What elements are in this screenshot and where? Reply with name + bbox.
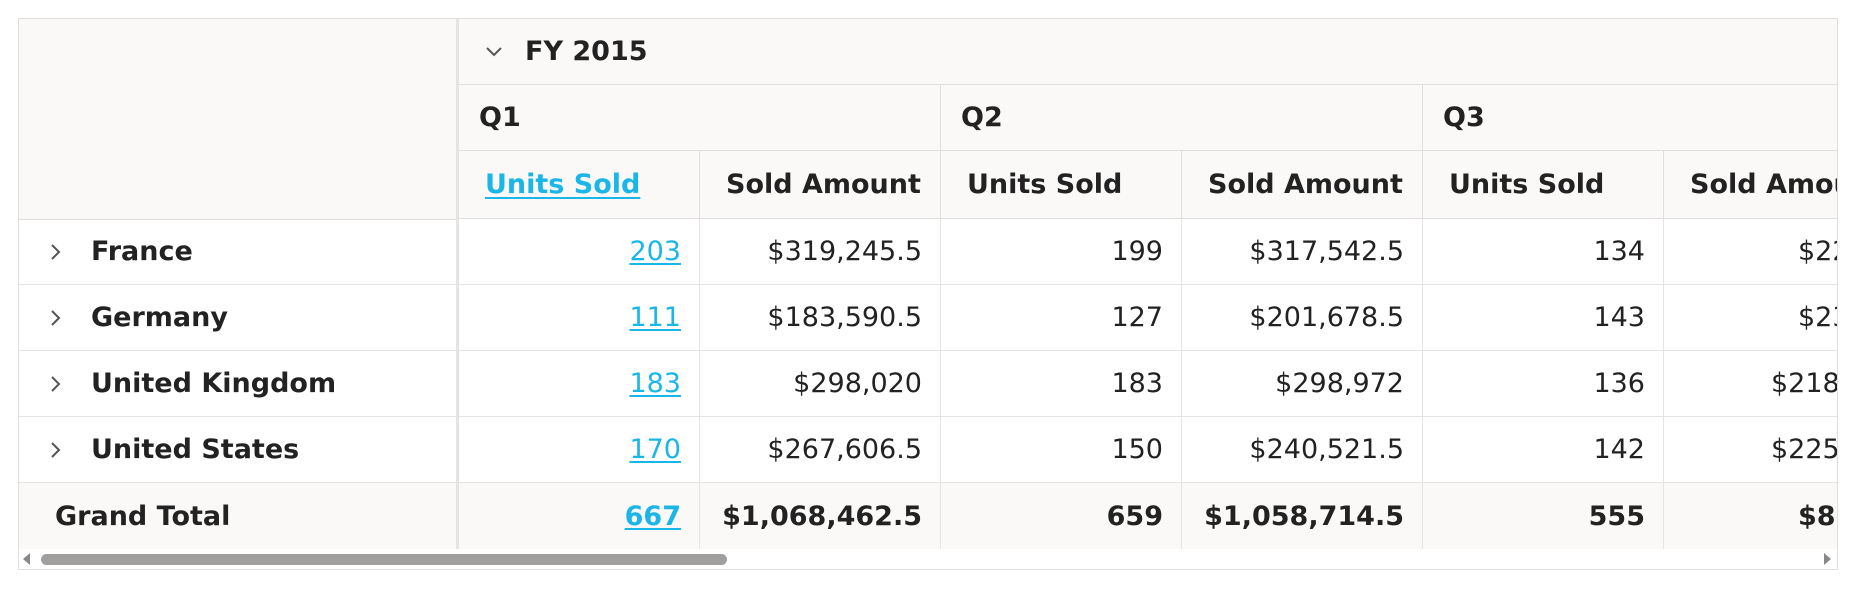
measure-label: Units Sold bbox=[967, 169, 1123, 200]
values-viewport[interactable]: FY 2015 Q1 Q2 Q3 Units Sold Sold Amount … bbox=[459, 19, 1837, 549]
quarter-header-q1[interactable]: Q1 bbox=[459, 85, 941, 151]
row-header-germany[interactable]: Germany bbox=[19, 285, 456, 351]
chevron-right-icon[interactable] bbox=[41, 243, 71, 261]
value-cell[interactable]: 183 bbox=[459, 351, 700, 417]
value-cell: 136 bbox=[1423, 351, 1664, 417]
grand-total-cell: $1,068,462.5 bbox=[700, 483, 941, 549]
measure-label: Units Sold bbox=[485, 169, 641, 200]
scroll-left-icon[interactable] bbox=[23, 553, 30, 565]
measure-header-units-sold-q1[interactable]: Units Sold bbox=[459, 151, 700, 219]
measure-label: Sold Amount bbox=[726, 169, 921, 200]
measure-label: Units Sold bbox=[1449, 169, 1605, 200]
chevron-right-icon[interactable] bbox=[41, 441, 71, 459]
row-label: France bbox=[91, 236, 193, 267]
row-label: United States bbox=[91, 434, 300, 465]
quarter-label: Q1 bbox=[479, 102, 521, 133]
value-cell: $218,66 bbox=[1664, 351, 1837, 417]
value-cell: 127 bbox=[941, 285, 1182, 351]
measure-header-units-sold-q2[interactable]: Units Sold bbox=[941, 151, 1182, 219]
row-header-france[interactable]: France bbox=[19, 219, 456, 285]
value-cell: $240,521.5 bbox=[1182, 417, 1423, 483]
value-cell: 134 bbox=[1423, 219, 1664, 285]
grand-total-cell: 555 bbox=[1423, 483, 1664, 549]
chevron-right-icon[interactable] bbox=[41, 375, 71, 393]
row-header-united-states[interactable]: United States bbox=[19, 417, 456, 483]
value-cell: $183,590.5 bbox=[700, 285, 941, 351]
grand-total-cell[interactable]: 667 bbox=[459, 483, 700, 549]
grand-total-cell: 659 bbox=[941, 483, 1182, 549]
chevron-right-icon[interactable] bbox=[41, 309, 71, 327]
grand-total-cell: $897,7 bbox=[1664, 483, 1837, 549]
horizontal-scrollbar[interactable] bbox=[19, 549, 1837, 569]
value-cell: 183 bbox=[941, 351, 1182, 417]
measure-header-sold-amount-q2[interactable]: Sold Amount bbox=[1182, 151, 1423, 219]
value-cell: $319,245.5 bbox=[700, 219, 941, 285]
quarter-label: Q3 bbox=[1443, 102, 1485, 133]
row-header-grand-total: Grand Total bbox=[19, 483, 456, 549]
row-label: United Kingdom bbox=[91, 368, 337, 399]
value-cell: 142 bbox=[1423, 417, 1664, 483]
quarter-header-q3[interactable]: Q3 bbox=[1423, 85, 1837, 151]
pivot-grid: France Germany United Kingdom United Sta… bbox=[18, 18, 1838, 570]
value-cell: $317,542.5 bbox=[1182, 219, 1423, 285]
value-cell: $221, bbox=[1664, 219, 1837, 285]
measure-label: Sold Amount bbox=[1690, 169, 1837, 200]
quarter-header-q2[interactable]: Q2 bbox=[941, 85, 1423, 151]
year-header[interactable]: FY 2015 bbox=[459, 19, 1837, 85]
measure-header-sold-amount-q3[interactable]: Sold Amount bbox=[1664, 151, 1837, 219]
value-cell[interactable]: 111 bbox=[459, 285, 700, 351]
value-cell: $298,020 bbox=[700, 351, 941, 417]
corner-cell bbox=[19, 19, 456, 220]
value-cell: $298,972 bbox=[1182, 351, 1423, 417]
value-cell: $267,606.5 bbox=[700, 417, 941, 483]
measure-header-units-sold-q3[interactable]: Units Sold bbox=[1423, 151, 1664, 219]
row-header-panel: France Germany United Kingdom United Sta… bbox=[19, 19, 459, 549]
quarter-label: Q2 bbox=[961, 102, 1003, 133]
row-header-united-kingdom[interactable]: United Kingdom bbox=[19, 351, 456, 417]
value-cell: $231, bbox=[1664, 285, 1837, 351]
value-cell: 143 bbox=[1423, 285, 1664, 351]
scrollbar-thumb[interactable] bbox=[41, 554, 727, 565]
value-cell[interactable]: 203 bbox=[459, 219, 700, 285]
measure-header-sold-amount-q1[interactable]: Sold Amount bbox=[700, 151, 941, 219]
value-cell: $201,678.5 bbox=[1182, 285, 1423, 351]
chevron-down-icon[interactable] bbox=[485, 46, 503, 58]
grand-total-cell: $1,058,714.5 bbox=[1182, 483, 1423, 549]
value-cell: 150 bbox=[941, 417, 1182, 483]
grand-total-label: Grand Total bbox=[55, 500, 231, 532]
value-cell: 199 bbox=[941, 219, 1182, 285]
scroll-right-icon[interactable] bbox=[1824, 553, 1831, 565]
row-label: Germany bbox=[91, 302, 228, 333]
year-label: FY 2015 bbox=[525, 36, 648, 67]
value-cell: $225,54 bbox=[1664, 417, 1837, 483]
measure-label: Sold Amount bbox=[1208, 169, 1403, 200]
value-cell[interactable]: 170 bbox=[459, 417, 700, 483]
